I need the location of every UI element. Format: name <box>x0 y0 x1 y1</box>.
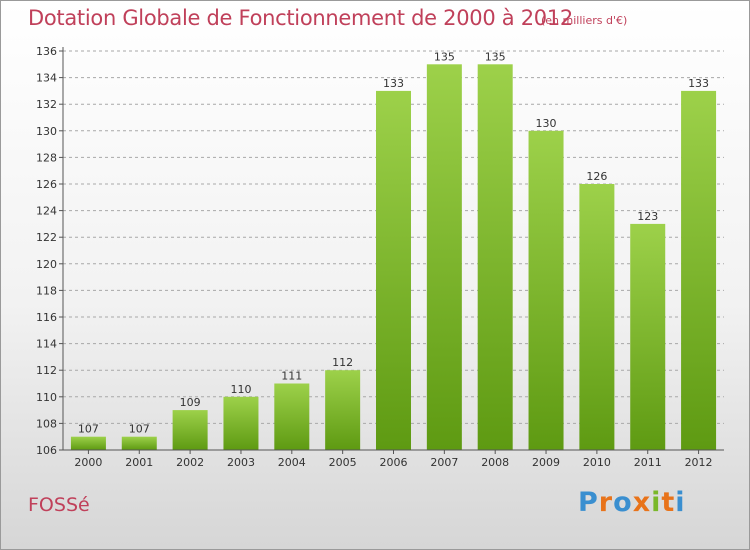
bar-2003 <box>223 396 259 450</box>
data-label-2002: 109 <box>180 396 201 409</box>
city-name: FOSSé <box>28 494 90 516</box>
data-label-2003: 110 <box>230 383 251 396</box>
data-label-2000: 107 <box>78 423 99 436</box>
data-label-2008: 135 <box>485 50 506 63</box>
y-tick-label: 110 <box>36 391 57 404</box>
bar-2004 <box>274 383 310 450</box>
x-tick-label-2010: 2010 <box>583 456 611 469</box>
x-tick-label-2000: 2000 <box>74 456 102 469</box>
bar-2011 <box>630 223 666 450</box>
data-label-2007: 135 <box>434 50 455 63</box>
y-tick-label: 128 <box>36 151 57 164</box>
bar-2002 <box>172 410 208 450</box>
chart-subtitle: (en milliers d'€) <box>541 14 628 27</box>
data-label-2009: 130 <box>536 117 557 130</box>
logo-letter: i <box>675 487 686 518</box>
data-label-2005: 112 <box>332 356 353 369</box>
logo-letter: P <box>578 487 599 518</box>
logo-letter: r <box>598 487 614 518</box>
x-tick-label-2008: 2008 <box>481 456 509 469</box>
y-tick-label: 122 <box>36 231 57 244</box>
y-tick-label: 136 <box>36 45 57 58</box>
bar-2007 <box>426 64 462 451</box>
bar-2006 <box>376 90 411 451</box>
x-tick-label-2009: 2009 <box>532 456 560 469</box>
logo-letter: t <box>661 487 676 518</box>
logo-letter: o <box>613 487 633 518</box>
bar-2005 <box>325 370 361 450</box>
logo-letter: i <box>651 487 662 518</box>
data-label-2006: 133 <box>383 77 404 90</box>
y-tick-label: 132 <box>36 98 57 111</box>
x-tick-label-2011: 2011 <box>634 456 662 469</box>
y-tick-label: 124 <box>36 205 57 218</box>
x-tick-label-2007: 2007 <box>430 456 458 469</box>
bars <box>70 64 717 451</box>
y-tick-label: 120 <box>36 258 57 271</box>
y-tick-label: 130 <box>36 125 57 138</box>
bar-2000 <box>70 436 106 450</box>
y-tick-label: 116 <box>36 311 57 324</box>
y-tick-label: 106 <box>36 444 57 457</box>
y-tick-label: 112 <box>36 364 57 377</box>
labels: 106 108 110 112 114 116 118 120 122 124 126 128 130 1… <box>36 45 713 469</box>
x-tick-label-2006: 2006 <box>380 456 408 469</box>
y-tick-label: 134 <box>36 72 57 85</box>
data-label-2010: 126 <box>586 170 607 183</box>
y-tick-label: 114 <box>36 338 57 351</box>
bar-2010 <box>579 184 615 450</box>
data-label-2012: 133 <box>688 77 709 90</box>
axes <box>59 47 724 454</box>
data-label-2011: 123 <box>637 210 658 223</box>
bar-2008 <box>477 64 513 451</box>
data-label-2001: 107 <box>129 423 150 436</box>
x-tick-label-2002: 2002 <box>176 456 204 469</box>
bar-2001 <box>121 436 157 450</box>
data-label-2004: 111 <box>281 370 302 383</box>
y-tick-label: 118 <box>36 284 57 297</box>
chart-title: Dotation Globale de Fonctionnement de 20… <box>28 6 573 30</box>
y-tick-label: 108 <box>36 417 57 430</box>
x-tick-label-2001: 2001 <box>125 456 153 469</box>
logo-letter: x <box>632 487 652 518</box>
bar-2012 <box>681 90 717 451</box>
x-tick-label-2004: 2004 <box>278 456 306 469</box>
y-tick-label: 126 <box>36 178 57 191</box>
x-tick-label-2012: 2012 <box>685 456 713 469</box>
x-tick-label-2005: 2005 <box>329 456 357 469</box>
bar-2009 <box>528 130 564 451</box>
proxiti-logo[interactable]: Proxiti <box>578 487 686 518</box>
x-tick-label-2003: 2003 <box>227 456 255 469</box>
